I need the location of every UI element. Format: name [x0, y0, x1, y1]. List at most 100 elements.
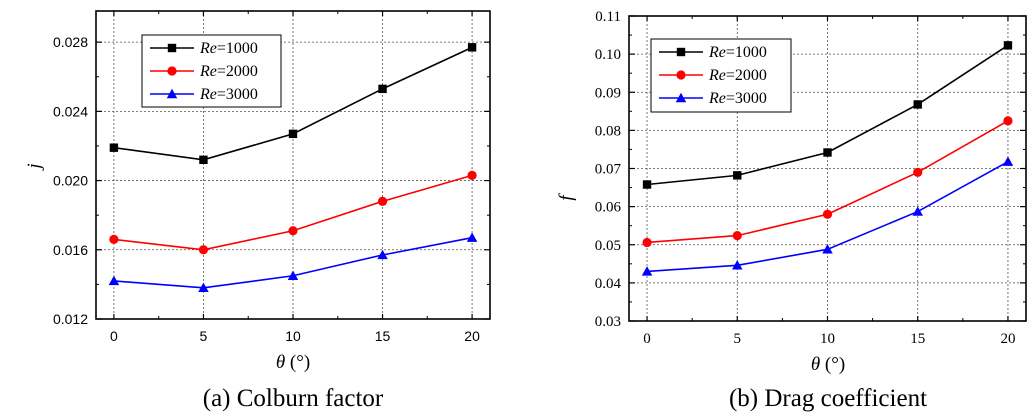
data-point — [199, 155, 208, 165]
y-tick-label: 0.10 — [595, 47, 621, 63]
y-axis-label: j — [24, 163, 45, 171]
axis-ticks — [96, 11, 490, 320]
legend-label-symbol: Re — [199, 86, 217, 103]
x-axis-label-unit: (°) — [820, 354, 845, 375]
chart-panel-drag: 0 5 10 15 20 0.03 0.04 0.05 0.06 0.07 0.08 0.09 0.10… — [556, 9, 1027, 412]
legend-box — [141, 34, 282, 108]
legend-marker — [166, 88, 178, 99]
legend-label: Re=1000 — [708, 44, 767, 61]
legend-marker — [676, 47, 686, 57]
legend-label-value: =2000 — [217, 63, 258, 80]
legend-label: Re=3000 — [199, 86, 258, 103]
legend-label: Re=2000 — [708, 67, 767, 84]
data-point — [913, 167, 923, 177]
panel-caption: (b) Drag coefficient — [729, 385, 927, 412]
data-point — [1003, 116, 1013, 126]
panel-caption: (a) Colburn factor — [203, 385, 384, 412]
y-tick-label: 0.016 — [53, 242, 88, 258]
x-tick-label: 5 — [734, 331, 742, 347]
data-point — [467, 43, 477, 52]
data-point — [732, 231, 742, 241]
x-axis-label: θ (°) — [276, 352, 310, 373]
legend-label-value: =1000 — [217, 40, 258, 57]
legend-label-symbol: Re — [199, 63, 217, 80]
data-point — [287, 270, 299, 280]
legend-marker — [167, 43, 177, 53]
y-axis-label: f — [556, 193, 577, 201]
axis-ticks — [629, 15, 1026, 322]
data-point — [109, 143, 119, 152]
x-tick-label: 0 — [110, 328, 118, 344]
y-tick-label: 0.07 — [595, 162, 622, 178]
data-point — [108, 275, 120, 286]
y-tick-label: 0.08 — [595, 123, 621, 139]
y-tick-label: 0.024 — [53, 103, 88, 119]
data-point — [732, 260, 743, 270]
data-point — [822, 244, 833, 254]
data-point — [1003, 41, 1013, 50]
tick-labels: 0 5 10 15 20 0.03 0.04 0.05 0.06 0.07 0.08 0.09 0.10… — [595, 9, 1016, 347]
y-tick-label: 0.03 — [595, 314, 621, 330]
legend-label-symbol: Re — [199, 40, 217, 57]
y-tick-label: 0.028 — [53, 34, 88, 50]
y-tick-label: 0.06 — [595, 200, 622, 216]
data-point — [642, 237, 652, 248]
data-point — [912, 206, 923, 216]
y-tick-label: 0.09 — [595, 85, 621, 101]
x-axis-label: θ (°) — [811, 354, 845, 375]
data-point — [198, 282, 209, 293]
legend-label-symbol: Re — [708, 44, 726, 61]
data-point — [913, 100, 922, 109]
legend-label-value: =3000 — [217, 86, 258, 103]
y-tick-label: 0.04 — [595, 276, 622, 292]
x-tick-label: 20 — [464, 328, 480, 344]
legend-label: Re=3000 — [708, 90, 767, 107]
y-tick-label: 0.05 — [595, 238, 621, 254]
data-point — [641, 266, 653, 276]
data-point — [1002, 156, 1014, 166]
data-point — [198, 245, 209, 255]
data-point — [466, 232, 478, 242]
data-point — [642, 180, 652, 189]
y-tick-label: 0.012 — [53, 311, 88, 327]
data-point — [822, 209, 833, 219]
x-tick-label: 15 — [375, 328, 391, 344]
legend-marker — [675, 92, 687, 103]
legend-marker — [676, 70, 686, 80]
data-point — [378, 84, 387, 94]
x-tick-label: 10 — [820, 331, 835, 347]
tick-labels: 0 5 10 15 20 0.012 0.016 0.020 0.024 0.028 — [53, 34, 480, 344]
series-markers — [108, 43, 478, 293]
x-tick-label: 0 — [643, 331, 651, 347]
series-markers — [641, 41, 1014, 276]
x-tick-label: 10 — [285, 328, 301, 344]
grid-lines — [96, 11, 490, 319]
data-point — [733, 171, 742, 180]
x-tick-label: 20 — [1000, 331, 1015, 347]
x-axis-label-symbol: θ — [811, 354, 820, 375]
data-point — [288, 226, 298, 236]
legend-label-value: =3000 — [726, 90, 767, 107]
y-tick-label: 0.11 — [595, 9, 621, 25]
x-tick-label: 15 — [910, 331, 925, 347]
y-tick-label: 0.020 — [53, 173, 88, 189]
x-tick-label: 5 — [200, 328, 208, 344]
data-point — [109, 234, 119, 245]
data-point — [377, 249, 388, 260]
legend-label-symbol: Re — [708, 90, 726, 107]
data-point — [467, 170, 477, 180]
data-point — [377, 196, 388, 206]
x-axis-label-unit: (°) — [285, 352, 310, 373]
legend-label-value: =2000 — [726, 67, 767, 84]
legend-marker — [167, 66, 177, 76]
legend-label-value: =1000 — [726, 44, 767, 61]
legend-label: Re=2000 — [199, 63, 258, 80]
data-point — [823, 148, 832, 157]
legend-label-symbol: Re — [708, 67, 726, 84]
data-point — [288, 129, 298, 139]
legend-label: Re=1000 — [199, 40, 258, 57]
